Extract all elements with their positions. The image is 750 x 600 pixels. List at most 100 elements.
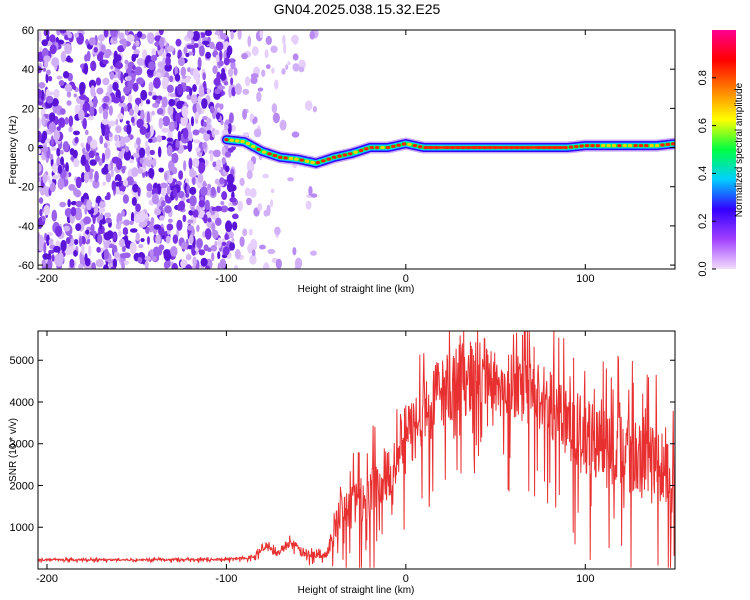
noise-speckle xyxy=(123,260,129,266)
noise-speckle xyxy=(191,245,197,256)
noise-speckle xyxy=(68,234,73,239)
noise-speckle xyxy=(112,232,117,241)
noise-speckle xyxy=(174,65,178,76)
snr-y-ticks: 1000 2000 3000 4000 5000 xyxy=(10,355,675,534)
noise-speckle xyxy=(249,254,257,265)
noise-speckle xyxy=(189,186,197,195)
noise-speckle xyxy=(189,87,193,96)
noise-speckle xyxy=(104,212,112,218)
noise-speckle xyxy=(148,167,155,179)
noise-speckle xyxy=(52,162,58,174)
noise-speckle xyxy=(95,258,104,268)
noise-speckle xyxy=(42,253,50,260)
noise-speckle xyxy=(79,81,86,92)
spectrogram-y-tick-label: -40 xyxy=(18,221,34,233)
noise-speckle xyxy=(170,245,178,257)
noise-speckle xyxy=(188,157,193,170)
noise-speckle xyxy=(60,239,67,252)
noise-speckle xyxy=(248,228,253,236)
noise-speckle xyxy=(48,122,57,133)
noise-speckle xyxy=(121,245,126,253)
snr-x-tick-label: -100 xyxy=(215,573,237,585)
noise-speckle xyxy=(230,30,235,40)
noise-speckle xyxy=(156,135,163,143)
noise-speckle xyxy=(215,41,224,51)
noise-speckle xyxy=(233,67,238,76)
noise-speckle xyxy=(279,119,287,131)
noise-speckle xyxy=(176,229,180,238)
noise-speckle xyxy=(239,177,245,187)
noise-speckle xyxy=(263,209,269,217)
noise-speckle xyxy=(56,75,63,80)
noise-speckle xyxy=(91,91,97,97)
noise-speckle xyxy=(41,115,46,127)
signal-track-peak xyxy=(240,139,245,144)
signal-track-peak xyxy=(321,159,326,163)
noise-speckle xyxy=(215,54,220,63)
noise-speckle xyxy=(304,100,313,111)
noise-speckle xyxy=(50,135,54,146)
noise-speckle xyxy=(212,161,217,168)
noise-speckle xyxy=(38,30,42,42)
noise-speckle xyxy=(274,226,281,236)
noise-speckle xyxy=(146,155,152,160)
noise-speckle xyxy=(242,132,250,137)
noise-speckle xyxy=(56,147,61,157)
noise-speckle xyxy=(174,73,181,82)
colorbar-tick-label: 0.4 xyxy=(697,166,709,181)
noise-speckle xyxy=(191,176,196,186)
noise-speckle xyxy=(158,30,164,36)
noise-speckle xyxy=(57,164,63,174)
noise-speckle xyxy=(218,60,224,67)
signal-track-peak xyxy=(644,143,649,148)
noise-speckle xyxy=(166,145,173,157)
noise-speckle xyxy=(138,147,146,158)
noise-speckle xyxy=(45,72,49,84)
signal-track-peak xyxy=(251,144,256,149)
snr-y-tick-label: 5000 xyxy=(10,355,34,367)
noise-speckle xyxy=(118,238,125,248)
spectrogram-signal-track xyxy=(220,133,675,170)
noise-speckle xyxy=(49,153,54,160)
noise-speckle xyxy=(41,146,49,153)
noise-speckle xyxy=(312,106,318,113)
noise-speckle xyxy=(73,239,79,245)
noise-speckle xyxy=(119,252,128,259)
signal-track-peak xyxy=(310,160,315,165)
noise-speckle xyxy=(205,265,210,269)
signal-track-peak xyxy=(649,143,654,148)
noise-speckle xyxy=(95,77,102,86)
noise-speckle xyxy=(38,197,44,204)
noise-speckle xyxy=(88,150,95,159)
noise-speckle xyxy=(81,243,85,256)
spectrogram-y-tick-label: 0 xyxy=(28,143,34,155)
noise-speckle xyxy=(68,115,74,127)
noise-speckle xyxy=(121,148,125,155)
signal-track-peak xyxy=(294,157,299,161)
noise-speckle xyxy=(172,187,178,198)
noise-speckle xyxy=(231,145,236,151)
noise-speckle xyxy=(103,142,108,149)
noise-speckle xyxy=(262,262,270,269)
noise-speckle xyxy=(136,31,143,38)
noise-speckle xyxy=(200,196,205,201)
noise-speckle xyxy=(144,260,149,269)
noise-speckle xyxy=(101,166,109,175)
noise-speckle xyxy=(103,30,109,38)
noise-speckle xyxy=(166,45,175,53)
noise-speckle xyxy=(41,259,46,267)
noise-speckle xyxy=(117,113,124,120)
noise-speckle xyxy=(194,246,199,252)
noise-speckle xyxy=(118,32,125,40)
noise-speckle xyxy=(223,80,229,86)
noise-speckle xyxy=(50,146,57,152)
noise-speckle xyxy=(261,69,266,78)
noise-speckle xyxy=(86,199,92,211)
noise-speckle xyxy=(269,199,274,208)
noise-speckle xyxy=(135,40,140,47)
noise-speckle xyxy=(151,255,157,262)
noise-speckle xyxy=(164,205,172,214)
noise-speckle xyxy=(136,57,145,66)
noise-speckle xyxy=(110,169,114,178)
